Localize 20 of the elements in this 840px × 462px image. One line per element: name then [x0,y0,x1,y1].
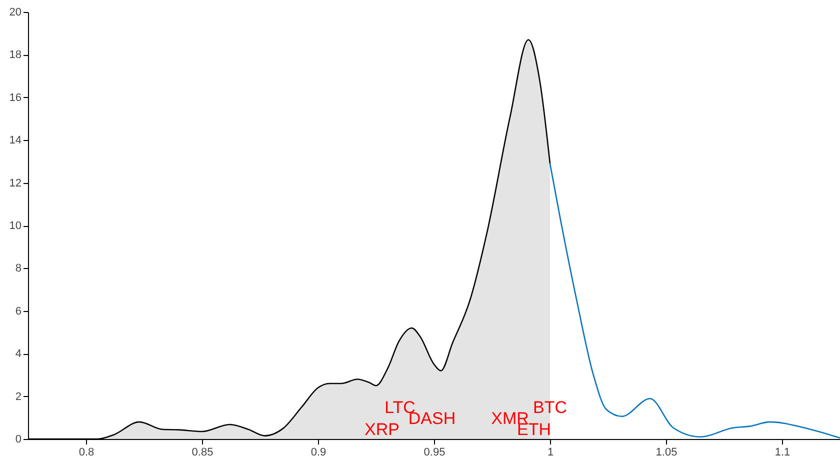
y-tick-label: 12 [9,177,22,190]
x-tick-label: 1.1 [774,446,790,458]
y-tick-label: 2 [15,390,22,403]
y-tick-label: 8 [15,262,22,275]
y-tick-label: 6 [15,305,22,318]
x-tick-label: 0.85 [192,446,214,458]
y-tick-label: 14 [9,134,22,147]
annotation: XRP [364,420,400,439]
y-tick-label: 20 [9,6,22,18]
y-tick-label: 18 [9,49,22,62]
x-tick-label: 0.9 [310,446,326,458]
x-tick-label: 1 [547,446,554,458]
y-tick-label: 0 [15,434,22,446]
x-tick-label: 1.05 [656,446,678,458]
x-tick-label: 0.95 [424,446,446,458]
y-tick-label: 16 [9,92,22,104]
y-tick-label: 4 [15,348,22,360]
y-tick-label: 10 [9,220,22,232]
x-tick-label: 0.8 [78,446,94,458]
annotation: BTC [533,398,567,417]
